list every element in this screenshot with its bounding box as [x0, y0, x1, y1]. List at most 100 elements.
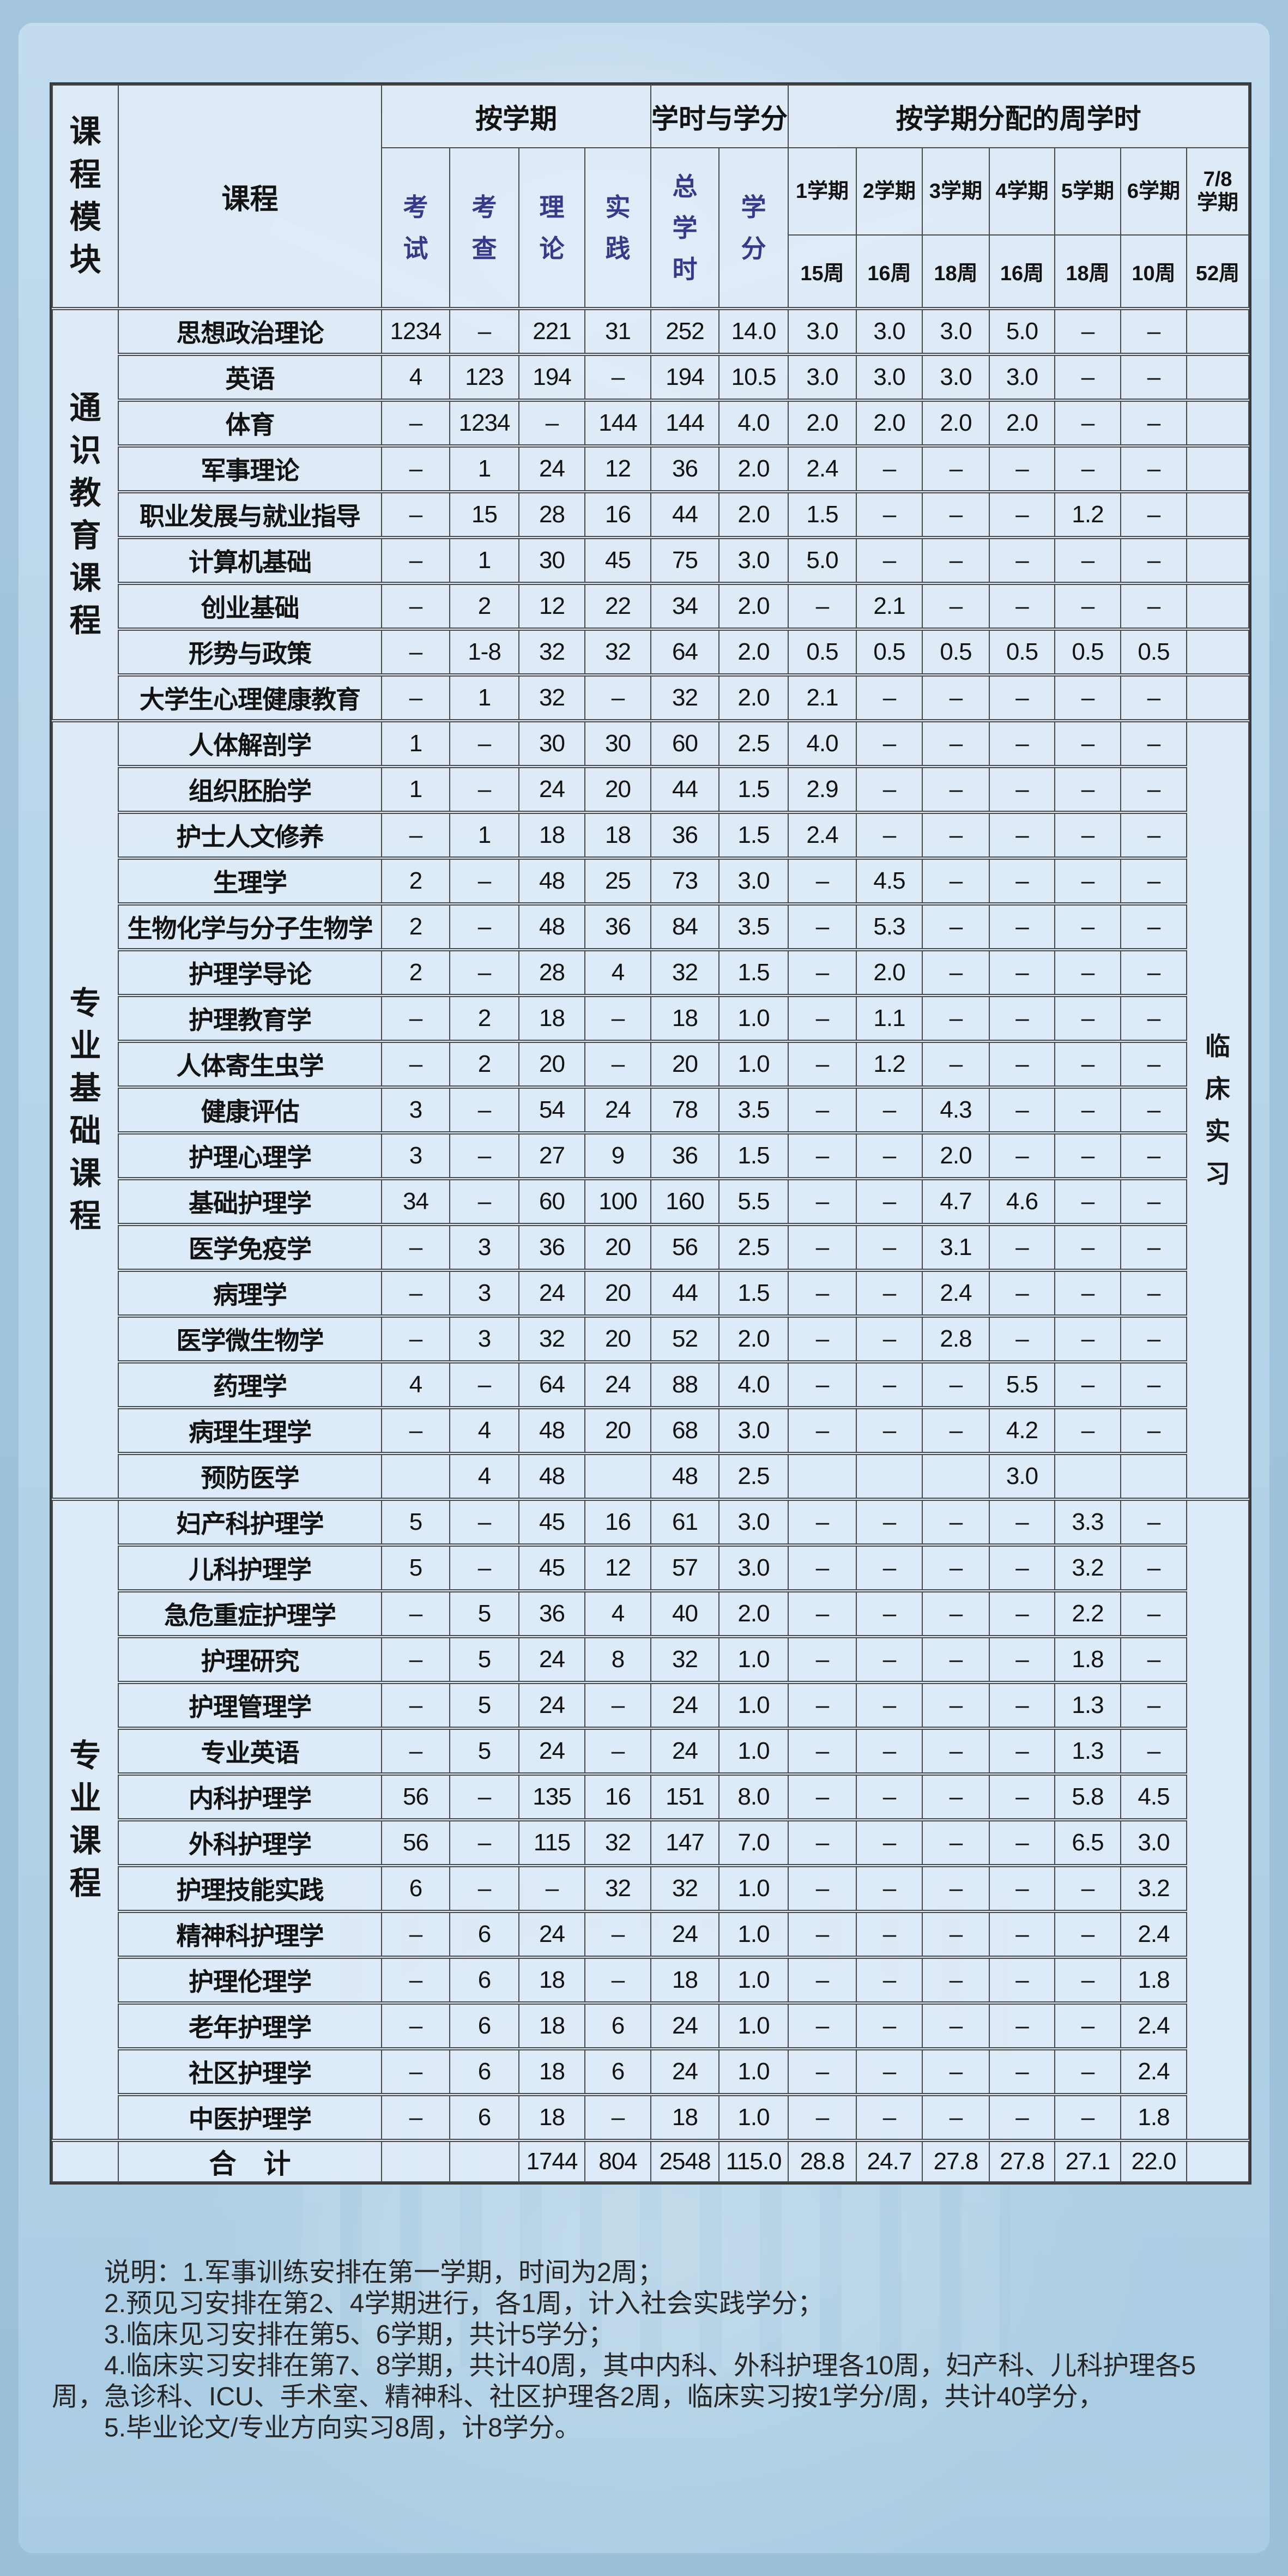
weeks-label-6: 10周	[1120, 234, 1187, 309]
value-cell: 0.5	[1120, 628, 1187, 675]
value-cell	[1054, 1452, 1121, 1500]
value-cell: 68	[650, 1406, 719, 1454]
value-cell: 2.0	[718, 1589, 789, 1637]
value-cell: –	[856, 1085, 923, 1133]
value-cell: 10.5	[718, 353, 789, 401]
value-cell: –	[1120, 856, 1187, 904]
value-cell: –	[856, 1635, 923, 1683]
course-name-cell: 人体解剖学	[118, 719, 382, 767]
course-row: 大学生心理健康教育 –1 32–32 2.0 2.1– – – – –	[52, 673, 1250, 721]
value-cell: 64	[518, 1360, 585, 1408]
vertical-char: 习	[1205, 1160, 1231, 1188]
total-value-cell	[449, 2139, 519, 2182]
weeks-label-4: 16周	[989, 234, 1055, 309]
course-name-cell: 健康评估	[118, 1085, 382, 1133]
value-cell: –	[856, 673, 923, 721]
course-row: 生理学 2–48 25 73 3.0–4.5– – – –	[52, 856, 1249, 904]
value-cell: 5.8	[1054, 1772, 1121, 1820]
module-header-cell: 课程模块	[52, 85, 119, 309]
value-cell: –	[856, 2093, 923, 2141]
value-cell: 30	[518, 536, 585, 584]
value-cell: –	[1054, 811, 1121, 859]
value-cell: 8	[584, 1635, 651, 1683]
value-cell: –	[989, 673, 1055, 721]
value-cell: –	[922, 1727, 990, 1775]
value-cell: –	[1054, 1040, 1121, 1088]
value-cell: 24	[650, 2001, 719, 2049]
vertical-char: 课	[69, 114, 101, 150]
value-cell: 5.3	[856, 902, 923, 950]
value-cell: –	[922, 582, 990, 630]
value-cell: 2.0	[922, 1131, 990, 1179]
value-cell: 34	[650, 582, 719, 630]
value-cell: –	[1120, 948, 1187, 996]
value-cell: –	[989, 902, 1055, 950]
value-cell: 24	[518, 444, 585, 492]
value-cell: –	[1054, 1314, 1121, 1362]
value-cell: 14.0	[718, 307, 789, 355]
value-cell: 1.0	[718, 1635, 789, 1683]
value-cell: 2.5	[718, 1452, 789, 1500]
value-cell: –	[1054, 307, 1121, 355]
course-row: 急危重症护理学 –5 36 4 40 2.0– – – –2.2–	[52, 1589, 1249, 1637]
value-cell: –	[1120, 765, 1187, 813]
value-cell: 4.2	[989, 1406, 1055, 1454]
course-row: 护理心理学 3–27 9 36 1.5– –2.0– – –	[52, 1131, 1249, 1179]
value-cell: 32	[518, 673, 585, 721]
value-cell: 2.0	[718, 628, 789, 675]
value-cell	[584, 1452, 651, 1500]
value-cell: 20	[518, 1040, 585, 1088]
value-cell: –	[788, 1131, 857, 1179]
value-cell: 144	[584, 399, 651, 447]
course-row: 社区护理学 –6 18 6 24 1.0– – – – –2.4	[52, 2047, 1249, 2095]
value-cell: 30	[518, 719, 585, 767]
value-cell: –	[989, 948, 1055, 996]
value-cell: 56	[381, 1818, 450, 1866]
value-cell: 18	[650, 1956, 719, 2004]
course-name-cell: 职业发展与就业指导	[118, 490, 382, 538]
value-cell: –	[381, 490, 450, 538]
value-cell: –	[856, 1772, 923, 1820]
value-cell: 1.1	[856, 994, 923, 1042]
value-cell: –	[788, 856, 857, 904]
value-cell: 5.5	[989, 1360, 1055, 1408]
value-cell: 2.4	[1120, 2001, 1187, 2049]
value-cell: 88	[650, 1360, 719, 1408]
value-cell: –	[1120, 1498, 1187, 1546]
value-cell: 4	[381, 353, 450, 401]
value-cell: 32	[584, 1818, 651, 1866]
subheader-text: 总学时	[652, 166, 718, 290]
value-cell: 73	[650, 856, 719, 904]
header-sub-row: 考试考查理论实践总学时学分 1学期 2学期 3学期 4学期 5学期 6学期 7/8 学期	[52, 147, 1250, 309]
value-cell: –	[989, 1956, 1055, 2004]
value-cell: 28	[518, 948, 585, 996]
value-cell: –	[584, 673, 651, 721]
value-cell: 1.0	[718, 1040, 789, 1088]
value-cell: –	[856, 444, 923, 492]
value-cell: 2.4	[922, 1269, 990, 1317]
weeks-label-1: 15周	[788, 234, 857, 309]
value-cell: 2.0	[718, 1314, 789, 1362]
value-cell: –	[381, 2001, 450, 2049]
value-cell: 3	[381, 1131, 450, 1179]
value-cell: –	[856, 1543, 923, 1591]
value-cell: 115	[518, 1818, 585, 1866]
value-cell: –	[989, 994, 1055, 1042]
value-cell: –	[989, 1314, 1055, 1362]
value-cell: –	[381, 444, 450, 492]
value-cell: –	[1120, 1269, 1187, 1317]
value-cell: 16	[584, 1772, 651, 1820]
vertical-char: 础	[69, 1113, 101, 1149]
header-weeks-row: 15周 16周 18周 16周 18周 10周 52周	[52, 234, 1250, 309]
value-cell: 15	[449, 490, 519, 538]
value-cell: 24	[650, 1681, 719, 1729]
value-cell: –	[1054, 444, 1121, 492]
value-cell: –	[856, 719, 923, 767]
value-cell: –	[856, 1360, 923, 1408]
value-cell: –	[856, 1727, 923, 1775]
value-cell: 32	[650, 1864, 719, 1912]
vertical-char: 程	[69, 603, 101, 638]
value-cell: –	[922, 1772, 990, 1820]
value-cell: 100	[584, 1177, 651, 1225]
value-cell: –	[856, 2001, 923, 2049]
